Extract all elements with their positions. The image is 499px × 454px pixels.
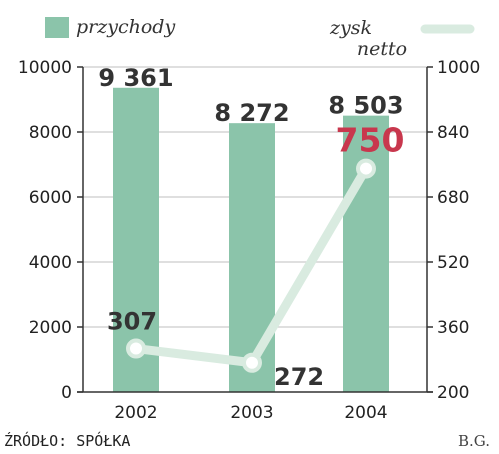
author-credit: B.G. — [458, 432, 490, 450]
legend-line-label-2: netto — [357, 38, 407, 60]
source-note: ŹRÓDŁO: SPÓŁKA — [4, 431, 130, 450]
line-point-2004 — [356, 158, 376, 179]
bar-value-label: 9 361 — [98, 64, 173, 92]
bar-value-label: 8 503 — [328, 92, 403, 120]
left-axis-tick-label: 10000 — [18, 58, 72, 78]
right-axis-tick-label: 200 — [437, 383, 469, 403]
line-point-2003 — [242, 352, 262, 373]
left-axis-tick-label: 2000 — [29, 318, 72, 338]
left-axis-tick-label: 0 — [61, 383, 72, 403]
line-series — [126, 158, 376, 373]
legend-bar-swatch — [45, 17, 69, 38]
x-axis-tick-label: 2004 — [344, 403, 387, 423]
line-value-label: 307 — [107, 308, 157, 336]
x-axis-tick-label: 2003 — [230, 403, 273, 423]
line-point-2002 — [126, 338, 146, 359]
legend-line-label-1: zysk — [329, 17, 372, 39]
data-labels: 9 361 8 272 8 503 307 272 750 — [98, 64, 404, 391]
legend-bar-label: przychody — [76, 16, 175, 38]
right-axis-tick-label: 520 — [437, 253, 469, 273]
right-axis-tick-label: 1000 — [437, 58, 480, 78]
left-axis-tick-label: 4000 — [29, 253, 72, 273]
right-axis-tick-label: 360 — [437, 318, 469, 338]
left-axis-tick-label: 8000 — [29, 123, 72, 143]
right-axis-tick-label: 840 — [437, 123, 469, 143]
right-axis-tick-label: 680 — [437, 188, 469, 208]
left-axis-tick-label: 6000 — [29, 188, 72, 208]
axes: 0 2000 4000 6000 8000 10000 200 360 520 680 840 100… — [18, 58, 480, 423]
line-value-label: 750 — [336, 121, 405, 160]
bar-2003 — [229, 123, 275, 392]
line-value-label: 272 — [274, 363, 324, 391]
bar-value-label: 8 272 — [214, 99, 289, 127]
x-axis-tick-label: 2002 — [114, 403, 157, 423]
